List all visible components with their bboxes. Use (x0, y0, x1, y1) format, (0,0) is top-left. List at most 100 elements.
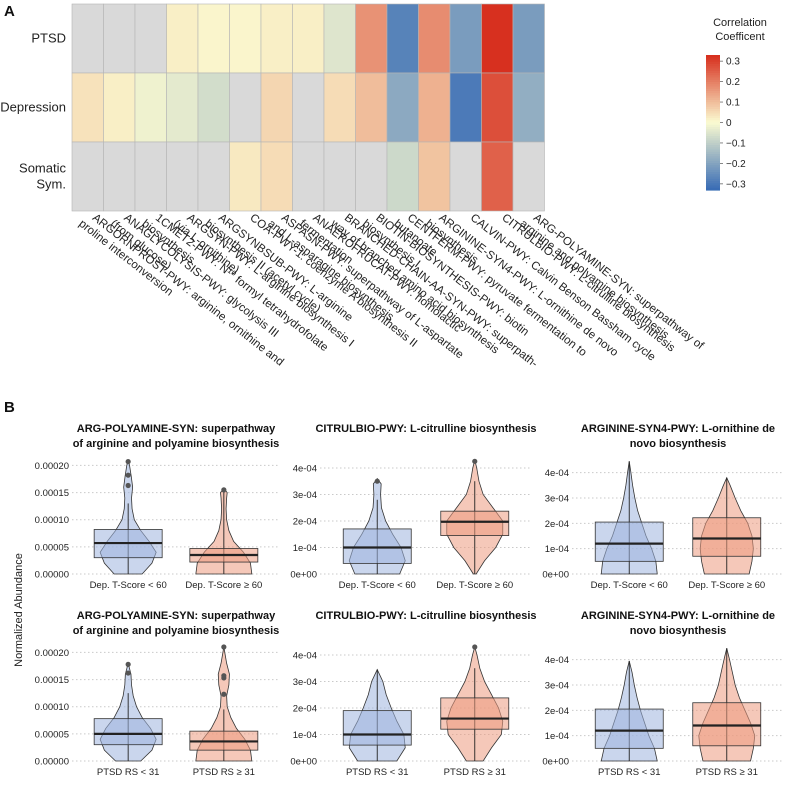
legend-gradient-step (706, 118, 720, 121)
legend-gradient-step (706, 86, 720, 90)
heatmap-cell (260, 3, 293, 74)
y-tick-label: 2e-04 (545, 519, 569, 530)
x-tick-label: PTSD RS ≥ 31 (193, 767, 255, 778)
legend-gradient-step (706, 154, 720, 157)
legend-gradient-step (706, 102, 720, 106)
y-tick-label: 1e-04 (293, 543, 317, 554)
heatmap-cell (481, 72, 514, 143)
heatmap-cell (197, 141, 230, 212)
legend-gradient-step (706, 113, 720, 117)
legend-gradient-step (706, 142, 720, 146)
heatmap-cell (481, 141, 514, 212)
violin-plot: ARG-POLYAMINE-SYN: superpathway of argini… (35, 423, 280, 591)
legend-gradient-step (706, 68, 720, 72)
heatmap-cell (229, 72, 262, 143)
legend-gradient-step (706, 158, 720, 162)
legend-gradient-step (706, 172, 720, 175)
y-tick-label: 0.00010 (35, 702, 69, 713)
heatmap-cell (103, 72, 136, 143)
legend-gradient-step (706, 59, 720, 63)
legend-gradient-step (706, 176, 720, 180)
y-tick-label: 2e-04 (293, 703, 317, 714)
heatmap-cell (134, 72, 167, 143)
heatmap-cell (449, 3, 482, 74)
heatmap-cell (323, 3, 356, 74)
outlier-point (221, 673, 227, 679)
heatmap-cell (323, 72, 356, 143)
outlier-point (125, 482, 131, 489)
box (93, 718, 163, 746)
heatmap-cell (166, 141, 199, 212)
legend-gradient-step (706, 138, 720, 142)
outlier-point (221, 644, 227, 650)
heatmap-cell (386, 141, 419, 212)
y-tick-label: 3e-04 (293, 677, 317, 688)
y-axis-label: Normalized Abundance (13, 553, 25, 667)
legend-gradient-step (706, 169, 720, 173)
outlier-point (472, 644, 478, 650)
legend-gradient-step (706, 88, 720, 92)
x-tick-label: PTSD RS < 31 (598, 767, 661, 778)
panel-b-tag: B (4, 399, 15, 416)
y-tick-label: 1e-04 (545, 544, 569, 555)
legend-gradient-step (706, 95, 720, 99)
y-tick-label: 0.00005 (35, 542, 69, 553)
box (594, 521, 664, 562)
legend-gradient-step (706, 178, 720, 182)
y-tick-label: 0.00005 (35, 729, 69, 740)
heatmap-cell (134, 141, 167, 212)
legend-gradient-step (706, 120, 720, 124)
box (342, 710, 412, 746)
plot-title: ARGININE-SYN4-PWY: L-ornithine de (581, 610, 775, 622)
legend-tick-label: 0.3 (726, 57, 740, 68)
y-tick-label: 0.00020 (35, 648, 69, 659)
legend-title-line: Coefficent (715, 31, 764, 43)
legend-title: Correlation Coefficent (713, 17, 767, 43)
legend-gradient-step (706, 122, 720, 126)
x-tick-label: Dep. T-Score ≥ 60 (436, 580, 513, 591)
y-tick-label: 4e-04 (545, 468, 569, 479)
y-tick-label: 3e-04 (545, 494, 569, 505)
heatmap-cell (355, 141, 388, 212)
legend-title-line: Correlation (713, 17, 767, 29)
legend-gradient-step (706, 100, 720, 103)
heatmap-cell (292, 141, 325, 212)
heatmap-cell (166, 72, 199, 143)
legend-gradient-step (706, 149, 720, 153)
heatmap-cell (418, 3, 451, 74)
legend-gradient-step (706, 77, 720, 81)
box (440, 510, 510, 536)
row-label: Somatic Sym. (19, 161, 66, 192)
legend-gradient-step (706, 64, 720, 67)
legend-gradient-step (706, 55, 720, 58)
legend-gradient-step (706, 93, 720, 97)
legend-gradient-step (706, 127, 720, 130)
heatmap-cell (418, 141, 451, 212)
box (594, 708, 664, 749)
heatmap-cell (386, 72, 419, 143)
heatmap-cell (197, 72, 230, 143)
legend-gradient-step (706, 156, 720, 160)
legend-gradient-step (706, 124, 720, 128)
y-tick-label: 0e+00 (542, 757, 569, 768)
legend-gradient-step (706, 104, 720, 108)
legend-gradient-step (706, 84, 720, 88)
legend-gradient-step (706, 129, 720, 133)
violin-plot: CITRULBIO-PWY: L-citrulline biosynthesis… (290, 610, 536, 778)
legend-gradient-step (706, 160, 720, 164)
legend-gradient-step (706, 75, 720, 79)
heatmap-cell (71, 141, 104, 212)
legend-gradient-step (706, 140, 720, 144)
x-tick-label: PTSD RS < 31 (97, 767, 160, 778)
heatmap-cell (292, 3, 325, 74)
box (692, 702, 762, 747)
outlier-point (374, 478, 380, 484)
legend-tick-label: −0.1 (726, 138, 746, 149)
y-tick-label: 1e-04 (293, 730, 317, 741)
y-tick-label: 0.00015 (35, 675, 69, 686)
legend-tick-label: 0 (726, 118, 732, 129)
heatmap-cell (229, 3, 262, 74)
heatmap-cell (512, 3, 545, 74)
row-label-line: PTSD (31, 31, 66, 46)
legend-gradient-step (706, 115, 720, 119)
